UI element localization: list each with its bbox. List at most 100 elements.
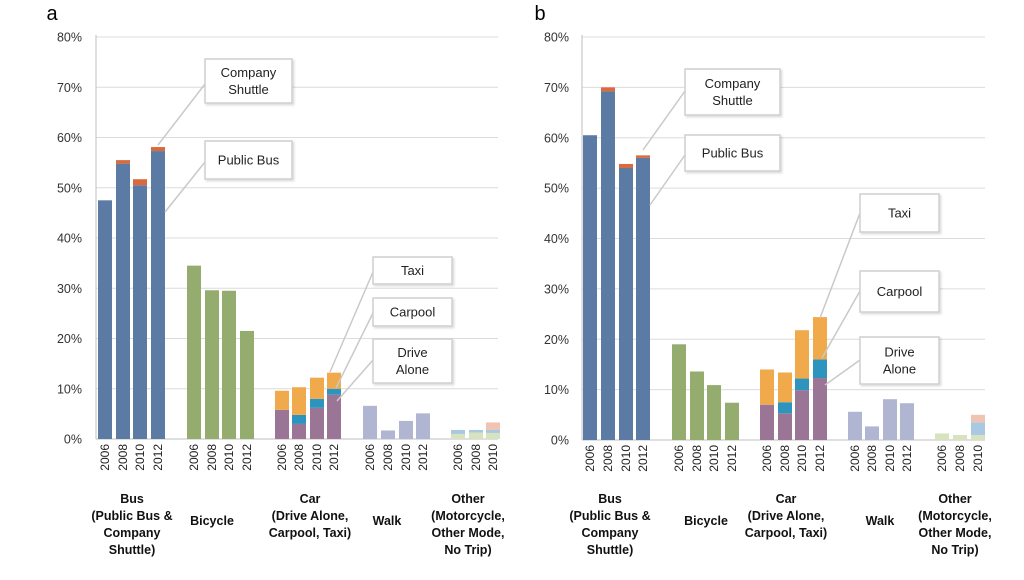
x-tick-label: 2008 xyxy=(953,445,967,472)
x-tick-label: 2010 xyxy=(619,445,633,472)
x-tick-label: 2008 xyxy=(205,444,219,471)
bar-segment xyxy=(292,387,306,415)
panel-label: a xyxy=(46,3,58,25)
y-tick-label: 60% xyxy=(57,131,82,145)
bar-segment xyxy=(416,413,430,439)
x-tick-label: 2006 xyxy=(583,445,597,472)
bar-segment xyxy=(795,390,809,440)
callout-label: Taxi xyxy=(888,206,911,221)
bar-segment xyxy=(971,414,985,423)
bar-segment xyxy=(601,91,615,440)
y-tick-label: 30% xyxy=(544,282,569,296)
bar-segment xyxy=(778,413,792,440)
x-tick-label: 2012 xyxy=(636,445,650,472)
callout-leader-line xyxy=(329,271,374,373)
panel-label: b xyxy=(534,3,545,25)
bar-segment xyxy=(151,147,165,152)
callout-box xyxy=(372,256,453,285)
bar-segment xyxy=(690,371,704,440)
bar-segment xyxy=(469,429,483,433)
group-label: Bicycle xyxy=(190,514,234,528)
bar-segment xyxy=(935,433,949,440)
x-tick-label: 2010 xyxy=(133,444,147,471)
bar-segment xyxy=(151,151,165,439)
bar-segment xyxy=(451,429,465,434)
x-tick-label: 2008 xyxy=(469,444,483,471)
x-tick-label: 2006 xyxy=(98,444,112,471)
bar-segment xyxy=(292,423,306,439)
callout-leader-line xyxy=(649,154,686,206)
x-tick-label: 2010 xyxy=(971,445,985,472)
group-label: Walk xyxy=(866,514,895,528)
y-tick-label: 70% xyxy=(544,81,569,95)
bar-segment xyxy=(133,179,147,186)
bar-segment xyxy=(399,420,413,439)
bar-segment xyxy=(601,87,615,92)
callout-label: Drive Alone xyxy=(883,345,916,377)
callout-leader-line xyxy=(824,359,861,386)
x-tick-label: 2006 xyxy=(363,444,377,471)
x-tick-label: 2008 xyxy=(690,445,704,472)
bar-segment xyxy=(883,399,897,440)
x-tick-label: 2006 xyxy=(760,445,774,472)
x-tick-label: 2010 xyxy=(795,445,809,472)
bar-segment xyxy=(275,390,289,410)
group-label: Other (Motorcycle, Other Mode, No Trip) xyxy=(431,492,505,557)
y-tick-label: 30% xyxy=(57,282,82,296)
bar-segment xyxy=(636,155,650,158)
x-tick-label: 2006 xyxy=(672,445,686,472)
group-label: Bicycle xyxy=(684,514,728,528)
x-tick-label: 2008 xyxy=(601,445,615,472)
x-tick-label: 2008 xyxy=(381,444,395,471)
x-tick-label: 2010 xyxy=(399,444,413,471)
callout-leader-line xyxy=(335,312,374,389)
x-tick-label: 2012 xyxy=(900,445,914,472)
callout-box xyxy=(204,140,293,180)
x-tick-label: 2010 xyxy=(707,445,721,472)
x-tick-label: 2006 xyxy=(187,444,201,471)
bar-segment xyxy=(778,402,792,414)
bar-segment xyxy=(619,167,633,440)
bar-segment xyxy=(451,433,465,439)
callout-label: Company Shuttle xyxy=(221,65,277,97)
callout-leader-line xyxy=(164,161,206,213)
bar-segment xyxy=(971,422,985,435)
bar-segment xyxy=(725,402,739,440)
bar-segment xyxy=(292,414,306,424)
callout-leader-line xyxy=(819,212,861,319)
bar-segment xyxy=(240,330,254,439)
bar-segment xyxy=(310,377,324,399)
bar-segment xyxy=(310,407,324,439)
y-tick-label: 40% xyxy=(57,232,82,246)
bar-segment xyxy=(778,372,792,403)
callout-leader-line xyxy=(336,359,374,402)
bar-segment xyxy=(327,388,341,395)
callout-label: Taxi xyxy=(401,263,424,278)
y-tick-label: 20% xyxy=(544,333,569,347)
group-label: Car (Drive Alone, Carpool, Taxi) xyxy=(269,492,351,540)
bar-segment xyxy=(583,135,597,440)
y-tick-label: 0% xyxy=(551,434,569,448)
bar-segment xyxy=(381,430,395,439)
bar-segment xyxy=(795,378,809,391)
callout-label: Carpool xyxy=(877,284,923,299)
x-tick-label: 2008 xyxy=(778,445,792,472)
x-tick-label: 2012 xyxy=(240,444,254,471)
bar-segment xyxy=(486,422,500,430)
callout-label: Drive Alone xyxy=(396,345,429,377)
bar-segment xyxy=(813,359,827,379)
x-tick-label: 2006 xyxy=(848,445,862,472)
x-tick-label: 2006 xyxy=(935,445,949,472)
bar-segment xyxy=(98,200,112,439)
callout-leader-line xyxy=(157,83,206,146)
bar-segment xyxy=(205,290,219,439)
bar-segment xyxy=(310,398,324,408)
x-tick-label: 2010 xyxy=(486,444,500,471)
x-tick-label: 2010 xyxy=(222,444,236,471)
bar-segment xyxy=(813,317,827,360)
bar-segment xyxy=(953,434,967,440)
callout-label: Company Shuttle xyxy=(705,76,761,108)
bar-segment xyxy=(486,432,500,439)
bar-segment xyxy=(486,429,500,433)
